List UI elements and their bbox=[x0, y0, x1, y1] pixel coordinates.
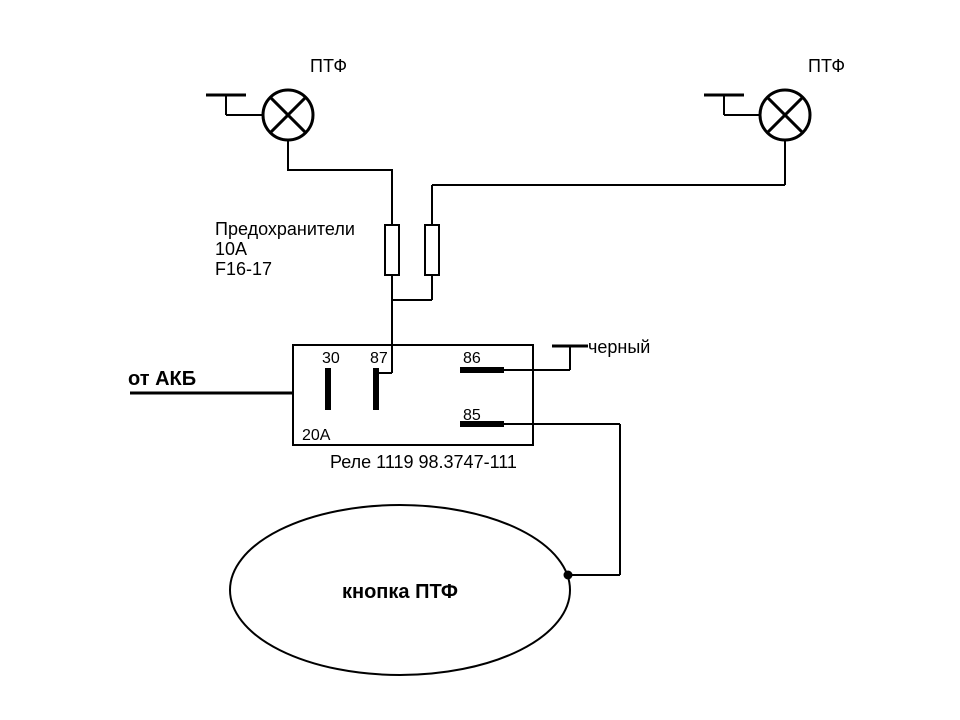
svg-text:20A: 20A bbox=[302, 427, 331, 444]
svg-text:10A: 10A bbox=[215, 239, 247, 259]
svg-text:Реле 1119 98.3747-111: Реле 1119 98.3747-111 bbox=[330, 452, 517, 472]
svg-text:кнопка ПТФ: кнопка ПТФ bbox=[342, 581, 458, 603]
svg-text:Предохранители: Предохранители bbox=[215, 219, 355, 239]
svg-text:87: 87 bbox=[370, 350, 388, 367]
svg-text:от АКБ: от АКБ bbox=[128, 368, 196, 390]
svg-text:ПТФ: ПТФ bbox=[310, 56, 347, 76]
svg-text:F16-17: F16-17 bbox=[215, 259, 272, 279]
svg-text:черный: черный bbox=[588, 337, 650, 357]
svg-text:30: 30 bbox=[322, 350, 340, 367]
svg-text:86: 86 bbox=[463, 350, 481, 367]
svg-text:ПТФ: ПТФ bbox=[808, 56, 845, 76]
